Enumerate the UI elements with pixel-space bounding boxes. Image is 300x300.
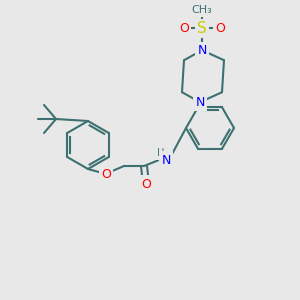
Text: O: O <box>101 167 111 181</box>
Text: S: S <box>197 21 207 36</box>
Text: N: N <box>161 154 171 166</box>
Text: N: N <box>195 96 205 109</box>
Text: O: O <box>141 178 151 190</box>
Text: CH₃: CH₃ <box>192 5 212 15</box>
Text: O: O <box>215 22 225 35</box>
Text: H: H <box>157 148 165 158</box>
Text: N: N <box>197 44 207 57</box>
Text: O: O <box>179 22 189 35</box>
